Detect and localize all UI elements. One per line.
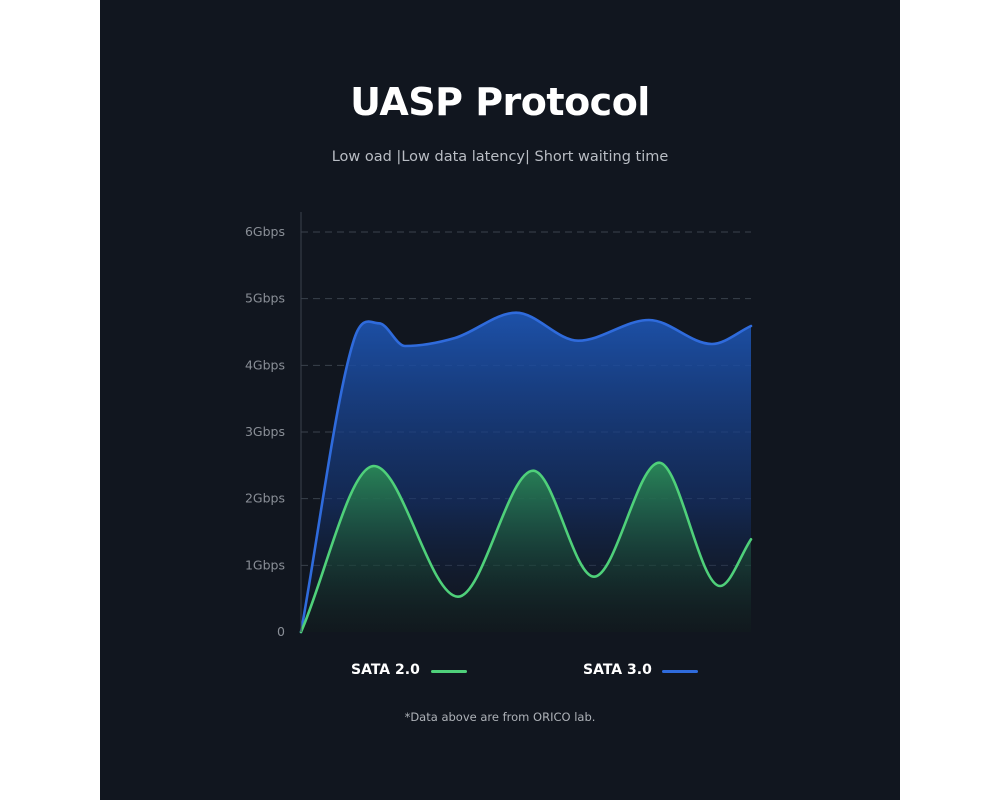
y-tick-label: 6Gbps <box>245 224 285 239</box>
footnote: *Data above are from ORICO lab. <box>404 710 596 724</box>
page-subtitle: Low oad |Low data latency| Short waiting… <box>331 149 669 165</box>
y-tick-label: 4Gbps <box>245 357 285 372</box>
y-tick-label: 5Gbps <box>245 291 285 306</box>
legend-swatch-sata3 <box>662 670 698 673</box>
legend-swatch-sata2 <box>431 670 467 673</box>
y-tick-label: 0 <box>277 624 285 639</box>
area-fill-sata20 <box>301 462 751 632</box>
y-tick-label: 1Gbps <box>245 557 285 572</box>
y-axis-ticks: 0 1Gbps 2Gbps 3Gbps 4Gbps 5Gbps 6Gbps <box>245 224 285 639</box>
page-title: UASP Protocol <box>350 80 650 124</box>
series-line-sata20 <box>299 461 753 634</box>
y-tick-label: 2Gbps <box>245 491 285 506</box>
series-layer <box>299 311 753 634</box>
legend-label-sata2: SATA 2.0 <box>351 662 420 678</box>
legend-label-sata3: SATA 3.0 <box>583 662 652 678</box>
y-tick-label: 3Gbps <box>245 424 285 439</box>
series-line-sata30 <box>299 311 753 634</box>
